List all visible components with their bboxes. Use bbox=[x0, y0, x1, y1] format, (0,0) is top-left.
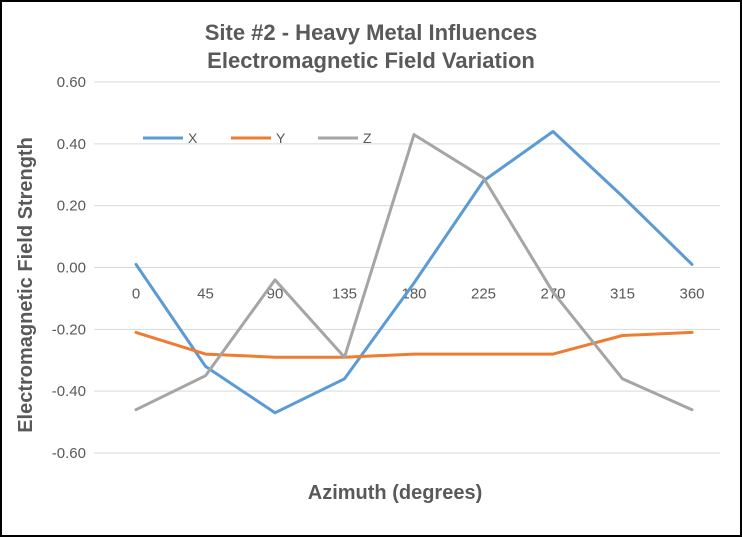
x-axis-title: Azimuth (degrees) bbox=[308, 482, 482, 504]
x-tick-label: 0 bbox=[132, 286, 140, 303]
legend-label-x: X bbox=[188, 130, 198, 146]
y-tick-label: 0.00 bbox=[57, 260, 86, 277]
chart-subtitle: Electromagnetic Field Variation bbox=[207, 48, 535, 73]
chart-title: Site #2 - Heavy Metal Influences bbox=[205, 20, 538, 45]
y-axis-title: Electromagnetic Field Strength bbox=[15, 137, 37, 433]
x-tick-label: 225 bbox=[471, 286, 496, 303]
y-tick-label: 0.60 bbox=[57, 74, 86, 91]
legend-label-y: Y bbox=[276, 130, 286, 146]
y-tick-label: 0.40 bbox=[57, 136, 86, 153]
y-tick-label: 0.20 bbox=[57, 198, 86, 215]
series-line-x bbox=[134, 130, 694, 415]
x-tick-label: 360 bbox=[679, 286, 704, 303]
y-axis-ticks: 0.60 0.40 0.20 0.00 -0.20 -0.40 -0.60 bbox=[52, 74, 86, 462]
x-tick-label: 135 bbox=[332, 286, 357, 303]
x-axis-ticks: 0 45 90 135 180 225 270 315 360 bbox=[132, 286, 705, 303]
x-tick-label: 45 bbox=[197, 286, 214, 303]
y-tick-label: -0.40 bbox=[52, 383, 86, 400]
series-lines bbox=[134, 130, 694, 415]
y-tick-label: -0.20 bbox=[52, 321, 86, 338]
legend: X Y Z bbox=[143, 130, 372, 146]
gridlines bbox=[94, 81, 720, 454]
x-tick-label: 90 bbox=[267, 286, 284, 303]
series-line-y bbox=[134, 330, 694, 359]
series-line-z bbox=[134, 133, 694, 412]
legend-label-z: Z bbox=[363, 130, 372, 146]
y-tick-label: -0.60 bbox=[52, 445, 86, 462]
x-tick-label: 315 bbox=[610, 286, 635, 303]
